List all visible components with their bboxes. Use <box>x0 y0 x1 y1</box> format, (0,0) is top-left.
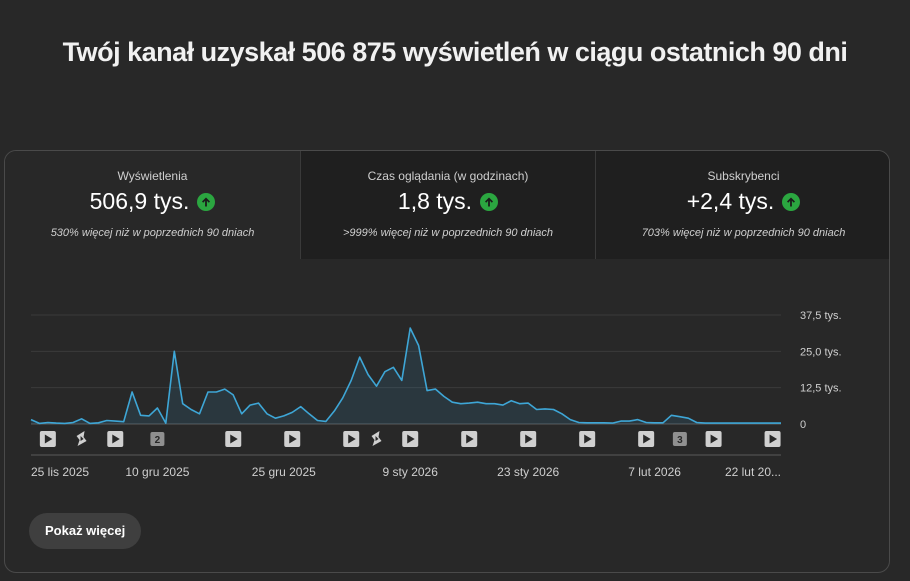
tab-value: 1,8 tys. <box>301 188 595 215</box>
tab-watch-time[interactable]: Czas oglądania (w godzinach) 1,8 tys. >9… <box>300 151 595 259</box>
y-tick-label: 25,0 tys. <box>800 346 842 358</box>
arrow-up-icon <box>480 192 499 211</box>
views-chart: 37,5 tys. 25,0 tys. 12,5 tys. 0 2 3 25 lis 202… <box>5 259 889 489</box>
tab-label: Czas oglądania (w godzinach) <box>367 169 529 183</box>
analytics-card: Wyświetlenia 506,9 tys. 530% więcej niż … <box>4 150 890 573</box>
x-tick-label: 9 sty 2026 <box>383 465 439 479</box>
views-chart-svg: 37,5 tys. 25,0 tys. 12,5 tys. 0 2 3 25 lis 202… <box>30 310 842 479</box>
metric-value: 1,8 tys. <box>397 188 473 214</box>
play-icon[interactable] <box>343 431 360 447</box>
marker-count-badge <box>150 432 165 446</box>
x-tick-label: 22 lut 20... <box>725 465 781 479</box>
x-tick-label: 25 lis 2025 <box>31 465 89 479</box>
arrow-up-icon <box>782 192 801 211</box>
tab-label: Subskrybenci <box>707 169 780 183</box>
tab-value: +2,4 tys. <box>596 188 889 215</box>
show-more-button[interactable]: Pokaż więcej <box>29 513 142 549</box>
x-tick-label: 23 sty 2026 <box>497 465 559 479</box>
play-icon[interactable] <box>284 431 301 447</box>
play-icon[interactable] <box>39 431 56 447</box>
marker-count-label: 2 <box>155 435 161 446</box>
tab-comparison: 530% więcej niż w poprzednich 90 dniach <box>50 227 255 239</box>
tab-comparison: >999% więcej niż w poprzednich 90 dniach <box>342 227 554 239</box>
shorts-icon[interactable] <box>371 431 382 446</box>
play-icon[interactable] <box>402 431 419 447</box>
tab-views[interactable]: Wyświetlenia 506,9 tys. 530% więcej niż … <box>5 151 300 259</box>
tab-value: 506,9 tys. <box>5 188 300 215</box>
tab-label: Wyświetlenia <box>117 169 188 183</box>
y-tick-label: 0 <box>800 419 806 431</box>
tab-comparison: 703% więcej niż w poprzednich 90 dniach <box>641 227 846 239</box>
arrow-up-icon <box>197 192 216 211</box>
page-title: Twój kanał uzyskał 506 875 wyświetleń w … <box>62 37 848 67</box>
views-area <box>31 328 781 424</box>
tab-subscribers[interactable]: Subskrybenci +2,4 tys. 703% więcej niż w… <box>595 151 889 259</box>
x-tick-label: 25 gru 2025 <box>252 465 316 479</box>
play-icon[interactable] <box>579 431 596 447</box>
shorts-icon[interactable] <box>76 431 87 446</box>
play-icon[interactable] <box>705 431 722 447</box>
play-icon[interactable] <box>461 431 478 447</box>
play-icon[interactable] <box>107 431 124 447</box>
marker-count-badge <box>672 432 687 446</box>
x-tick-label: 7 lut 2026 <box>628 465 681 479</box>
y-tick-label: 12,5 tys. <box>800 383 842 395</box>
play-icon[interactable] <box>520 431 537 447</box>
metric-value: 506,9 tys. <box>89 188 190 214</box>
views-line <box>30 327 781 425</box>
metric-value: +2,4 tys. <box>686 188 775 214</box>
play-icon[interactable] <box>638 431 655 447</box>
play-icon[interactable] <box>225 431 242 447</box>
y-tick-label: 37,5 tys. <box>800 310 842 322</box>
x-tick-label: 10 gru 2025 <box>125 465 189 479</box>
metric-tabs: Wyświetlenia 506,9 tys. 530% więcej niż … <box>5 151 889 259</box>
marker-count-label: 3 <box>677 435 683 446</box>
play-icon[interactable] <box>764 431 781 447</box>
